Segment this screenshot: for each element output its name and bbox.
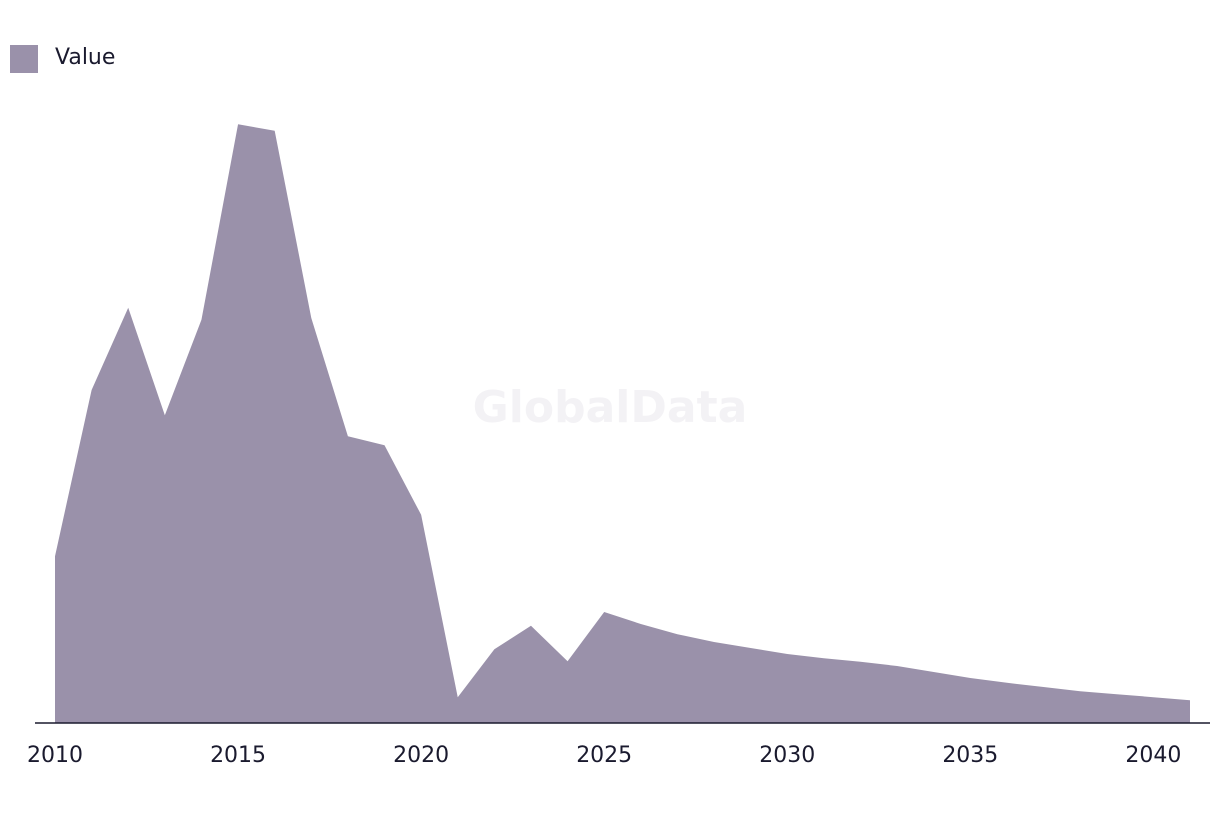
area (55, 124, 1190, 723)
legend-swatch (10, 45, 38, 73)
x-tick-label: 2020 (393, 743, 449, 768)
legend-label: Value (55, 45, 115, 70)
watermark: GlobalData (473, 382, 748, 433)
x-tick-label: 2025 (576, 743, 632, 768)
x-tick-label: 2040 (1125, 743, 1181, 768)
x-tick-label: 2010 (27, 743, 83, 768)
x-tick-label: 2035 (942, 743, 998, 768)
x-tick-label: 2015 (210, 743, 266, 768)
x-tick-label: 2030 (759, 743, 815, 768)
